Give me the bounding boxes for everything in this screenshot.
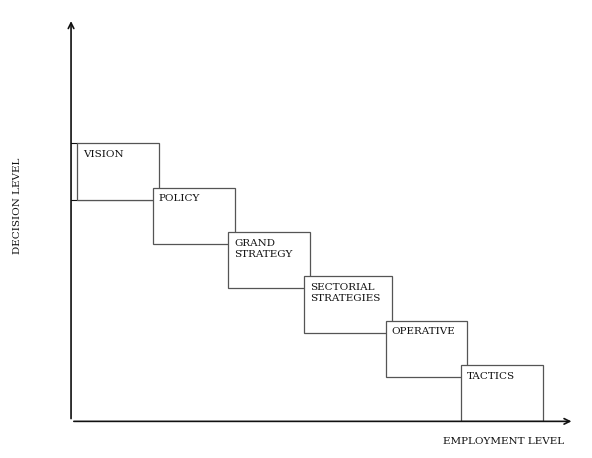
- Text: OPERATIVE: OPERATIVE: [391, 327, 455, 336]
- Text: DECISION LEVEL: DECISION LEVEL: [13, 158, 22, 254]
- Bar: [304, 276, 392, 333]
- Bar: [385, 321, 467, 377]
- Bar: [78, 143, 159, 200]
- Bar: [461, 365, 543, 421]
- Text: EMPLOYMENT LEVEL: EMPLOYMENT LEVEL: [443, 437, 564, 447]
- Text: SECTORIAL
STRATEGIES: SECTORIAL STRATEGIES: [310, 283, 380, 303]
- Text: TACTICS: TACTICS: [466, 372, 515, 381]
- Text: POLICY: POLICY: [159, 194, 200, 203]
- Text: GRAND
STRATEGY: GRAND STRATEGY: [234, 239, 292, 259]
- Bar: [229, 232, 310, 289]
- Text: VISION: VISION: [83, 150, 124, 159]
- Bar: [153, 188, 234, 244]
